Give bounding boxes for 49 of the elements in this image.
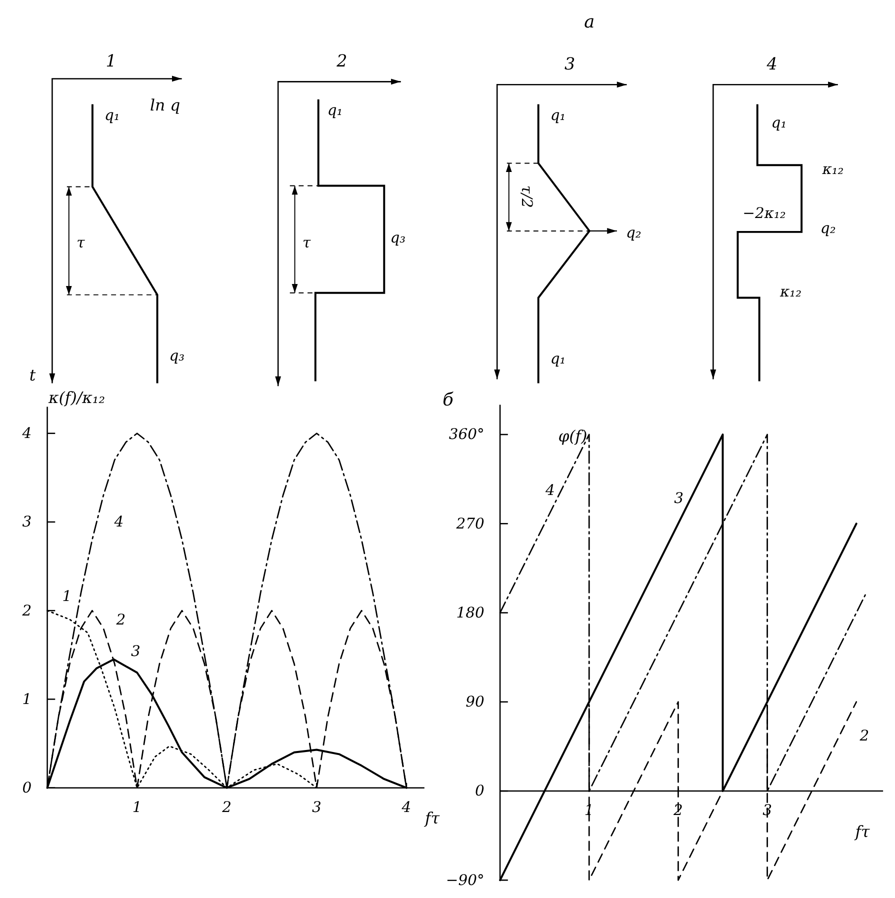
y-axis-title: φ(f) bbox=[558, 426, 588, 446]
text: τ bbox=[302, 234, 312, 252]
series-label: 3 bbox=[130, 643, 140, 660]
y-tick-label: 2 bbox=[21, 602, 32, 620]
text: 1 bbox=[106, 51, 116, 70]
text: q₁ bbox=[104, 106, 120, 124]
x-axis-title: fτ bbox=[424, 808, 440, 828]
text: 2 bbox=[336, 51, 348, 70]
text: t bbox=[29, 365, 36, 384]
y-axis-title: κ(f)/κ₁₂ bbox=[47, 388, 106, 407]
text: −2κ₁₂ bbox=[742, 205, 786, 222]
text: б bbox=[442, 390, 454, 410]
series-label: 1 bbox=[62, 588, 72, 606]
text: q₁ bbox=[550, 106, 566, 124]
text: q₂ bbox=[626, 224, 642, 242]
text: τ/2 bbox=[518, 185, 535, 208]
y-tick-label: 270 bbox=[455, 515, 484, 532]
series-label: 2 bbox=[858, 728, 870, 745]
y-tick-label: 4 bbox=[21, 425, 32, 442]
series-label: 3 bbox=[674, 490, 684, 507]
text: 4 bbox=[766, 54, 778, 74]
x-tick-label: 1 bbox=[132, 799, 142, 816]
series-label: 2 bbox=[115, 612, 126, 629]
text: κ₁₂ bbox=[821, 160, 844, 178]
text: ln q bbox=[150, 95, 180, 114]
text: 3 bbox=[564, 54, 576, 74]
y-tick-label: 180 bbox=[456, 604, 484, 622]
y-tick-label: −90° bbox=[446, 872, 484, 889]
text: κ₁₂ bbox=[779, 284, 802, 301]
text: q₃ bbox=[390, 230, 406, 247]
x-tick-label: 2 bbox=[221, 799, 232, 816]
series-label: 4 bbox=[113, 513, 124, 530]
text: τ bbox=[76, 234, 86, 252]
y-tick-label: 0 bbox=[474, 782, 484, 800]
x-tick-label: 3 bbox=[312, 799, 322, 816]
text: q₁ bbox=[550, 350, 566, 368]
text: q₁ bbox=[327, 102, 343, 119]
x-axis-title: fτ bbox=[854, 822, 870, 842]
y-tick-label: 3 bbox=[22, 514, 32, 531]
text: q₂ bbox=[820, 220, 836, 237]
y-tick-label: 360° bbox=[448, 426, 484, 444]
text: а bbox=[584, 12, 595, 32]
y-tick-label: 0 bbox=[22, 780, 32, 797]
y-tick-label: 1 bbox=[22, 690, 32, 708]
series-label: 4 bbox=[544, 482, 555, 500]
x-tick-label: 4 bbox=[400, 799, 412, 816]
y-tick-label: 90 bbox=[466, 694, 484, 711]
text: q₃ bbox=[169, 347, 185, 365]
text: q₁ bbox=[771, 114, 787, 132]
